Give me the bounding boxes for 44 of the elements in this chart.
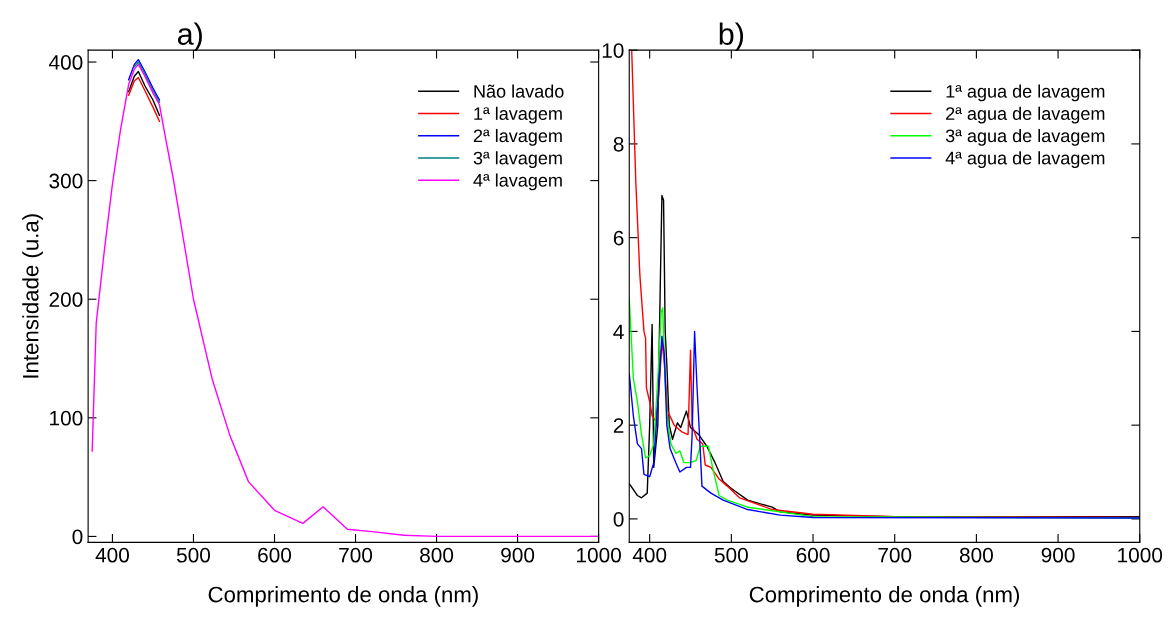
y-tick-label: 0 [72, 529, 83, 545]
x-tick-label: 900 [1041, 547, 1075, 563]
line-series [127, 76, 161, 123]
legend-label: 2ª lavagem [473, 128, 562, 146]
chart-title: a) [177, 22, 202, 51]
x-tick-label: 700 [339, 547, 373, 563]
x-tick-label: 400 [632, 547, 667, 563]
x-tick-label: 800 [959, 547, 993, 563]
y-tick-label: 200 [49, 292, 83, 307]
legend-label: 4ª agua de lavagem [945, 151, 1105, 169]
y-tick-label: 100 [50, 410, 83, 426]
x-tick-label: 800 [420, 547, 454, 563]
legend-label: 3ª agua de lavagem [945, 128, 1105, 146]
y-tick-label: 2 [613, 418, 624, 433]
x-tick-label: 900 [501, 547, 535, 563]
x-tick-label: 700 [878, 547, 912, 563]
x-tick-label: 500 [176, 547, 211, 563]
legend-label: 2ª agua de lavagem [946, 106, 1105, 124]
x-tick-label: 600 [796, 547, 830, 563]
x-tick-label: 500 [714, 547, 748, 563]
y-tick-label: 10 [602, 43, 624, 58]
line-series [91, 63, 599, 538]
x-tick-label: 1000 [577, 547, 621, 563]
x-tick-label: 400 [95, 547, 129, 563]
y-tick-label: 8 [613, 136, 624, 152]
x-axis-title: Comprimento de onda (nm) [208, 586, 478, 607]
y-tick-label: 0 [613, 511, 624, 527]
legend-label: 3ª lavagem [473, 151, 562, 169]
line-series [133, 61, 161, 104]
y-tick-label: 300 [49, 173, 83, 189]
y-tick-label: 4 [613, 324, 624, 339]
y-axis-title: Intensidade (u.a) [22, 214, 43, 378]
x-axis-title: Comprimento de onda (nm) [749, 586, 1019, 607]
line-series [127, 70, 161, 117]
legend-label: 1ª agua de lavagem [946, 84, 1105, 102]
x-tick-label: 600 [258, 547, 292, 563]
line-series [127, 58, 161, 101]
chart-title: b) [719, 22, 744, 51]
legend-label: Não lavado [474, 84, 564, 98]
x-tick-label: 1000 [1118, 547, 1163, 563]
y-tick-label: 6 [613, 230, 624, 246]
y-tick-label: 400 [48, 55, 83, 70]
legend-label: 1ª lavagem [474, 106, 562, 124]
legend-label: 4ª lavagem [473, 173, 562, 191]
